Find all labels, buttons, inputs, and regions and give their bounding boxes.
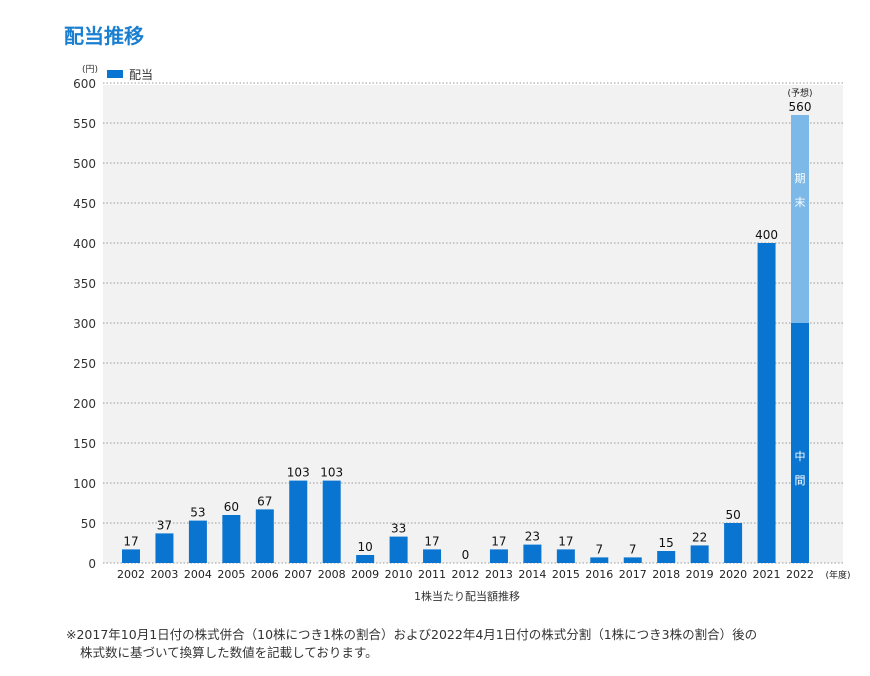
data-label: 7 [629, 542, 637, 556]
bar [423, 549, 442, 563]
bar [489, 549, 508, 563]
x-tick-label: 2011 [418, 568, 446, 581]
data-label: 15 [659, 536, 674, 550]
x-tick-label: 2022 [786, 568, 814, 581]
x-tick-label: 2020 [719, 568, 747, 581]
bar [222, 515, 241, 563]
bar [523, 544, 542, 563]
footnote-line-2: 株式数に基づいて換算した数値を記載しております。 [80, 645, 378, 660]
y-tick-label: 100 [73, 477, 96, 491]
x-tick-label: 2018 [652, 568, 680, 581]
x-tick-label: 2010 [385, 568, 413, 581]
bar [122, 549, 140, 563]
data-label: 400 [755, 228, 778, 242]
y-tick-label: 350 [73, 277, 96, 291]
segment-label: 間 [795, 474, 806, 487]
segment-label: 末 [795, 195, 806, 209]
data-label: 0 [462, 548, 470, 562]
data-label: 17 [123, 534, 138, 548]
data-label: 23 [525, 530, 540, 544]
bar [322, 480, 341, 563]
y-unit-label: (円) [82, 64, 98, 75]
x-unit-label: (年度) [825, 569, 850, 581]
x-tick-label: 2007 [284, 568, 312, 581]
x-tick-label: 2008 [318, 568, 346, 581]
x-tick-label: 2013 [485, 568, 513, 581]
data-label: 50 [725, 508, 740, 522]
forecast-label: (予想) [787, 87, 812, 99]
bar [556, 549, 575, 563]
plot-background [103, 85, 843, 563]
bar [590, 557, 609, 563]
data-label: 53 [190, 506, 205, 520]
y-tick-label: 250 [73, 357, 96, 371]
y-tick-label: 150 [73, 437, 96, 451]
segment-label: 中 [795, 450, 806, 463]
data-label: 103 [320, 466, 343, 480]
bar [155, 533, 174, 563]
x-tick-label: 2019 [686, 568, 714, 581]
segment-label: 期 [795, 172, 806, 185]
data-label: 37 [157, 518, 172, 532]
y-tick-label: 400 [73, 237, 96, 251]
data-label: 7 [595, 542, 603, 556]
x-tick-label: 2015 [552, 568, 580, 581]
x-tick-label: 2002 [117, 568, 145, 581]
y-tick-label: 500 [73, 157, 96, 171]
y-tick-label: 300 [73, 317, 96, 331]
bar-segment-year-end [791, 115, 809, 323]
data-label: 103 [287, 466, 310, 480]
data-label: 67 [257, 494, 272, 508]
footnote-line-1: ※2017年10月1日付の株式併合（10株につき1株の割合）および2022年4月… [66, 627, 758, 642]
footnote: ※2017年10月1日付の株式併合（10株につき1株の割合）および2022年4月… [66, 626, 757, 662]
data-label: 33 [391, 522, 406, 536]
bar [657, 551, 676, 563]
bar [690, 545, 709, 563]
x-tick-label: 2004 [184, 568, 212, 581]
legend-swatch [107, 70, 123, 78]
bar-segment-interim [791, 323, 809, 563]
y-tick-label: 600 [73, 77, 96, 91]
data-label: 22 [692, 530, 707, 544]
x-tick-label: 2003 [150, 568, 178, 581]
data-label: 17 [424, 534, 439, 548]
bar [255, 509, 274, 563]
x-axis-title: 1株当たり配当額推移 [414, 589, 520, 603]
data-label: 17 [491, 534, 506, 548]
y-tick-label: 0 [88, 557, 96, 571]
y-tick-label: 50 [81, 517, 96, 531]
bar [757, 243, 776, 563]
data-label: 60 [224, 500, 239, 514]
x-tick-label: 2009 [351, 568, 379, 581]
x-tick-label: 2021 [753, 568, 781, 581]
y-tick-label: 550 [73, 117, 96, 131]
bar [188, 520, 207, 563]
x-tick-label: 2017 [619, 568, 647, 581]
y-tick-label: 200 [73, 397, 96, 411]
bar [289, 480, 308, 563]
bar [389, 536, 408, 563]
data-label: 17 [558, 534, 573, 548]
data-label: 10 [358, 540, 373, 554]
bar [623, 557, 642, 563]
bar [356, 555, 375, 563]
legend-label: 配当 [129, 68, 153, 82]
x-tick-label: 2014 [518, 568, 546, 581]
y-tick-label: 450 [73, 197, 96, 211]
data-label: 560 [789, 100, 812, 114]
x-tick-label: 2005 [217, 568, 245, 581]
bar [724, 523, 743, 563]
x-tick-label: 2012 [452, 568, 480, 581]
x-tick-label: 2016 [585, 568, 613, 581]
x-tick-label: 2006 [251, 568, 279, 581]
page-title: 配当推移 [64, 24, 144, 48]
